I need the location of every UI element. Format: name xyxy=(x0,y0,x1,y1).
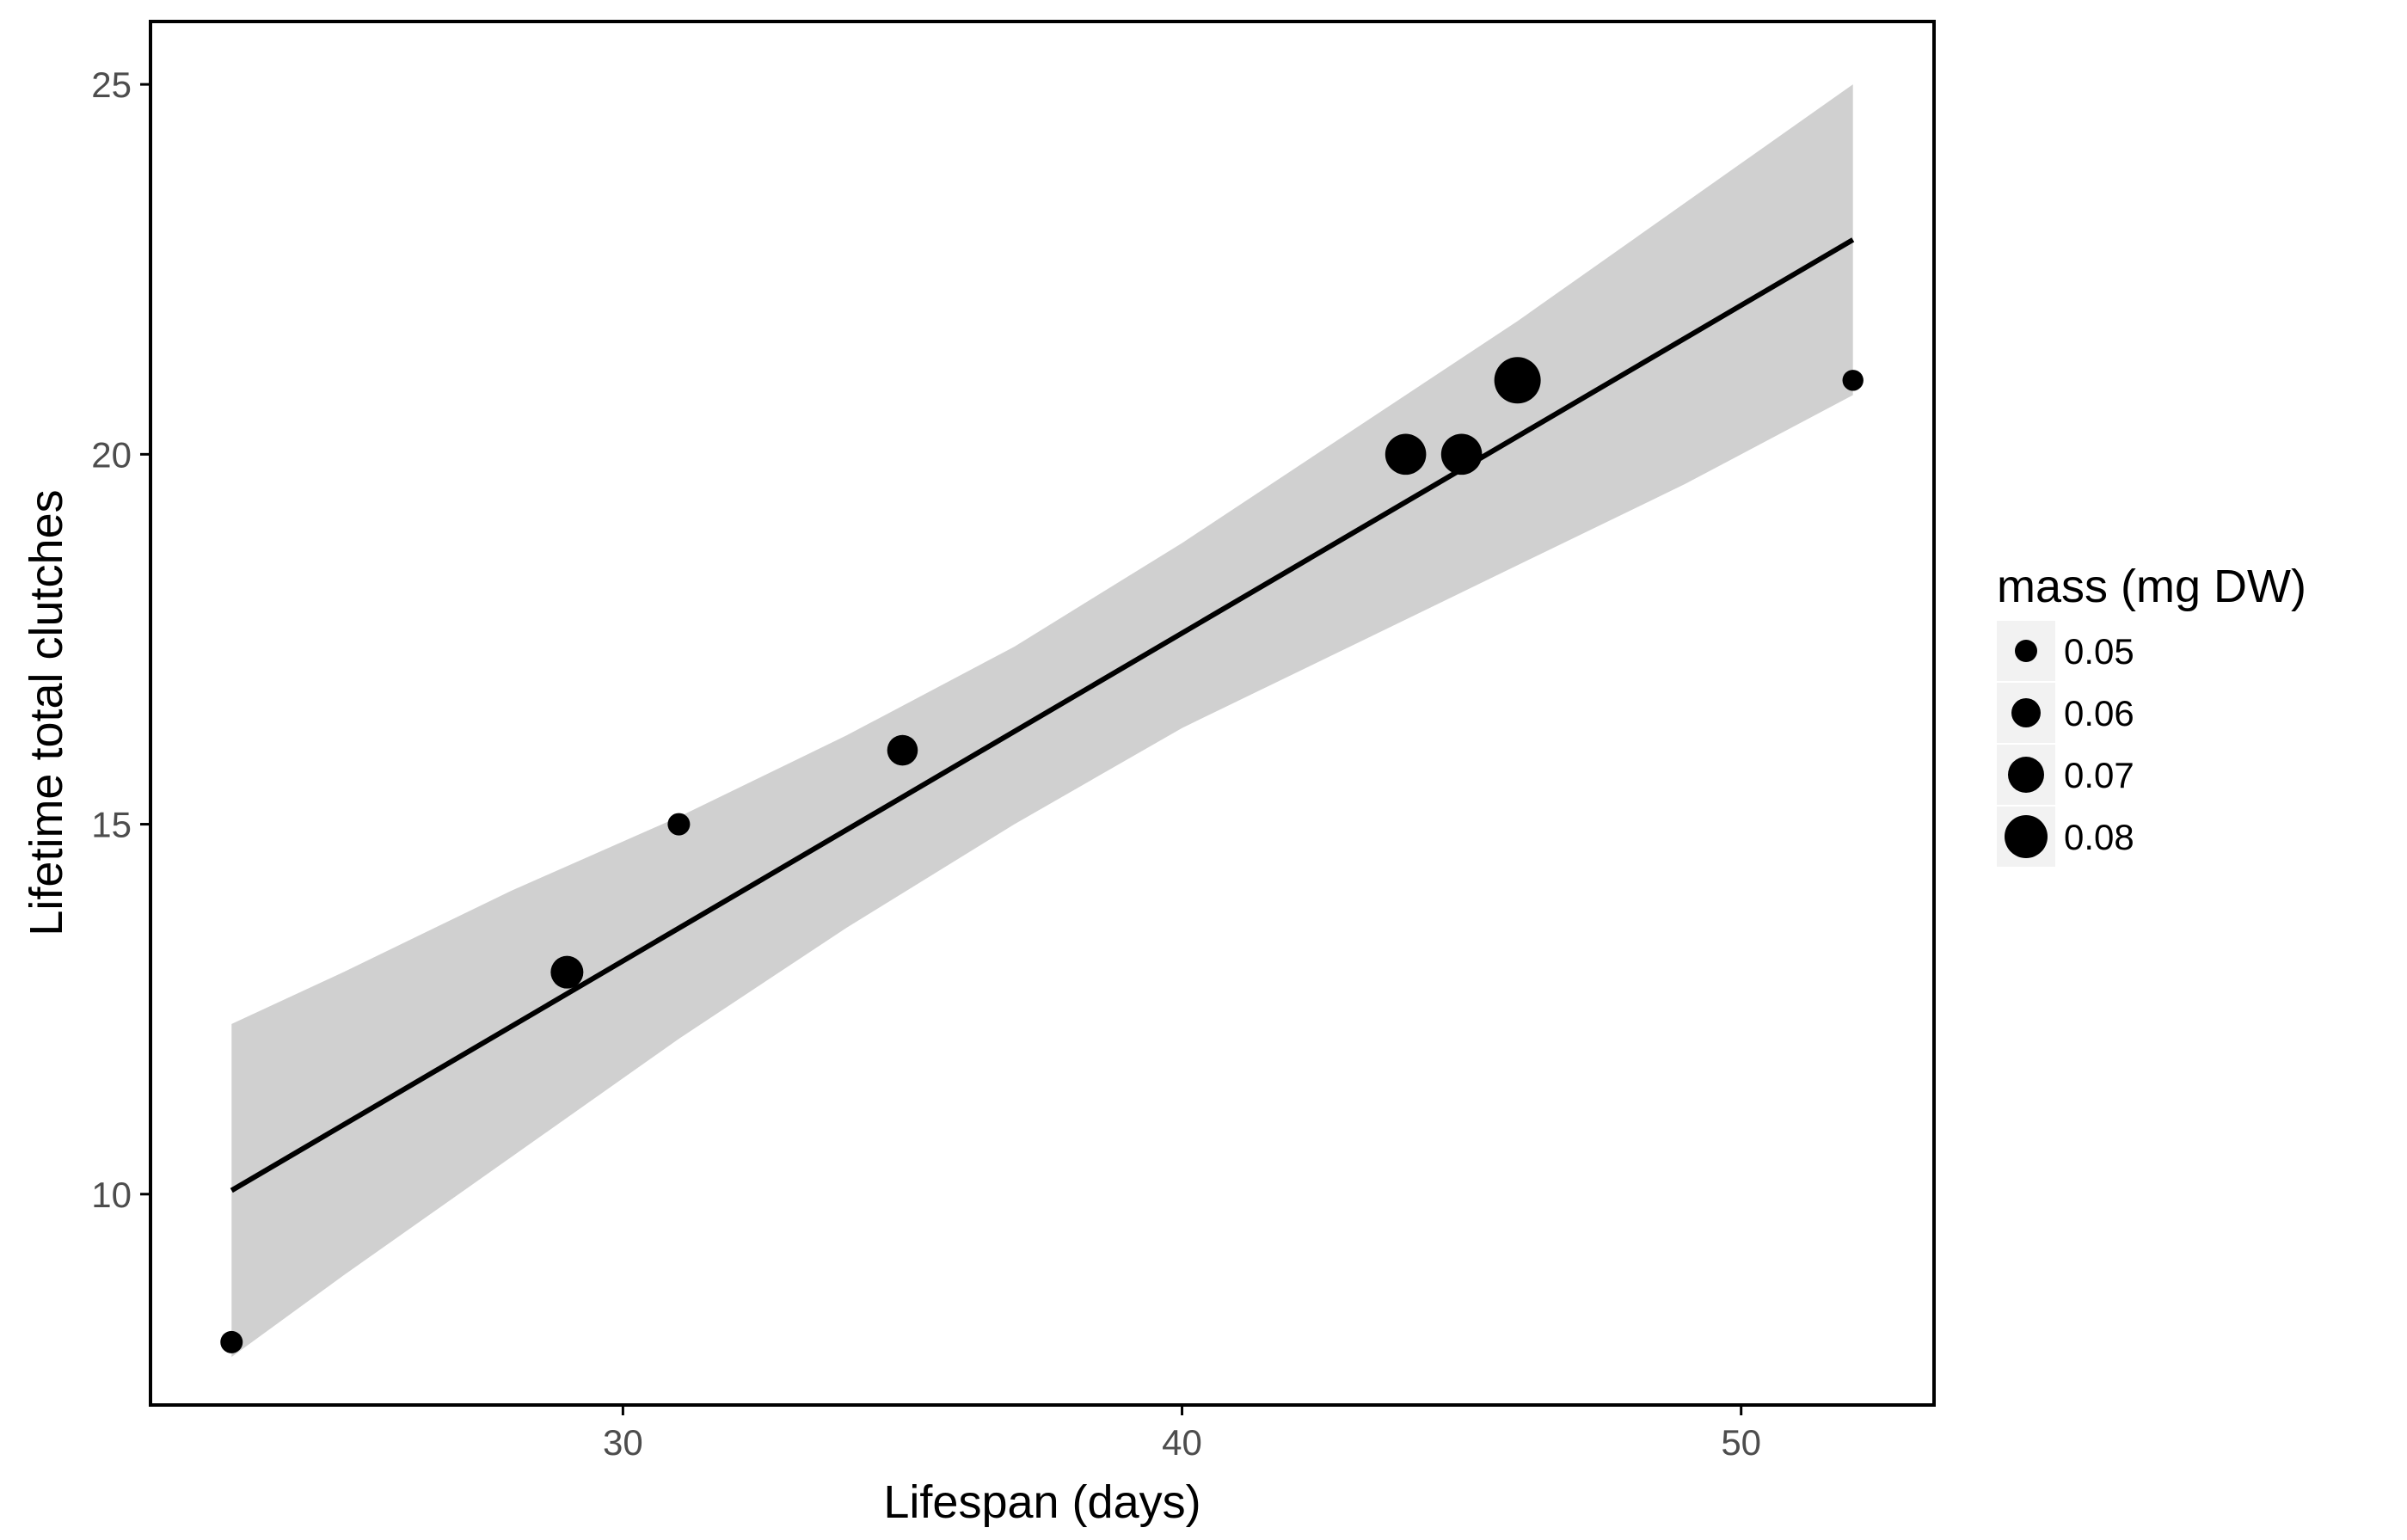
legend-label: 0.08 xyxy=(2064,817,2134,857)
legend-label: 0.07 xyxy=(2064,755,2134,795)
data-point xyxy=(1440,433,1483,475)
x-tick-label: 40 xyxy=(1162,1422,1202,1463)
confidence-band-layer xyxy=(231,84,1853,1358)
legend-symbol xyxy=(2008,757,2044,793)
plot-panel-border xyxy=(149,20,1936,1407)
data-points-layer xyxy=(220,357,1864,1353)
data-point xyxy=(550,955,584,989)
legend-title: mass (mg DW) xyxy=(1997,561,2306,612)
data-point xyxy=(667,813,691,836)
x-tick-label: 30 xyxy=(603,1422,643,1463)
y-tick-label: 15 xyxy=(91,805,132,845)
data-point xyxy=(1385,433,1427,475)
data-point xyxy=(1842,370,1864,391)
regression-line xyxy=(230,237,1855,1193)
y-axis-title: Lifetime total clutches xyxy=(21,489,72,936)
y-tick-label: 20 xyxy=(91,434,132,475)
legend-symbol xyxy=(2011,698,2041,727)
data-point xyxy=(220,1330,243,1353)
y-tick-label: 10 xyxy=(91,1175,132,1215)
legend: mass (mg DW) 0.05 0.06 0.07 0.08 xyxy=(1997,561,2306,867)
legend-symbol xyxy=(2015,640,2037,662)
data-point xyxy=(1494,357,1541,404)
x-axis-ticks: 30 40 50 xyxy=(603,1405,1761,1463)
legend-label: 0.06 xyxy=(2064,693,2134,733)
y-tick-label: 25 xyxy=(91,64,132,105)
confidence-band xyxy=(231,84,1853,1358)
x-tick-label: 50 xyxy=(1721,1422,1761,1463)
y-axis-ticks: 10 15 20 25 xyxy=(91,64,150,1215)
data-point xyxy=(887,734,918,766)
x-axis-title: Lifespan (days) xyxy=(883,1476,1200,1528)
fit-line-layer xyxy=(230,237,1855,1193)
legend-label: 0.05 xyxy=(2064,631,2134,672)
legend-symbol xyxy=(2005,815,2048,858)
